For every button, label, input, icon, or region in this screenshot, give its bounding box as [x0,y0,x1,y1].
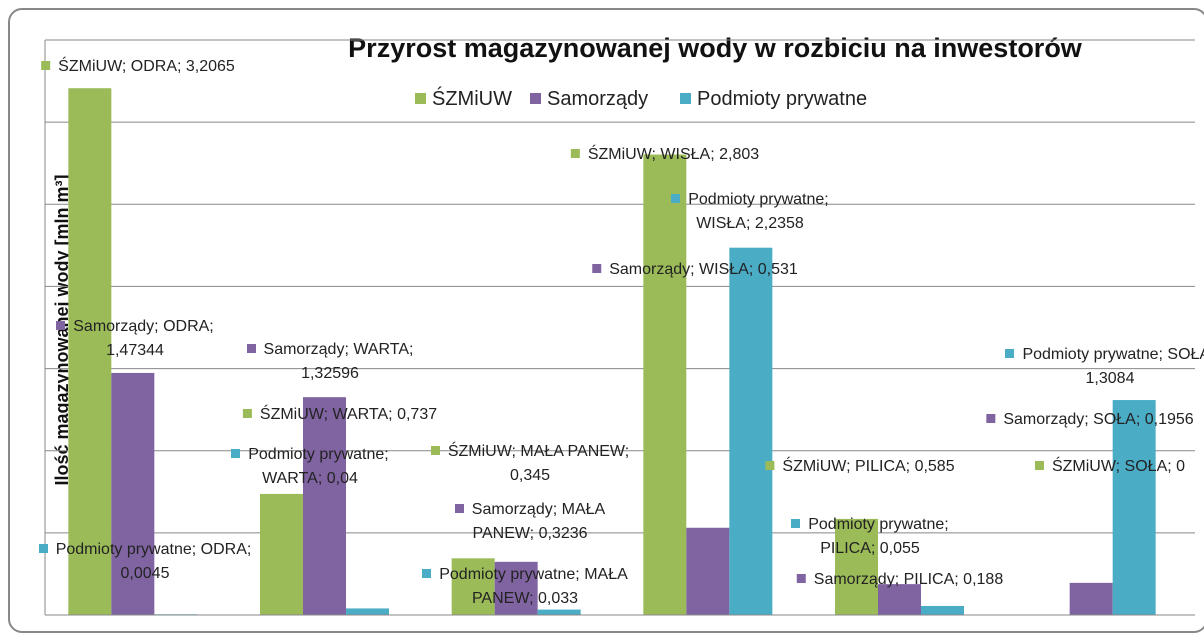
data-label-marker [570,149,580,158]
bar [260,493,303,615]
data-label-box: Podmioty prywatne; PILICA; 0,055 [770,513,970,561]
bar [686,527,730,615]
data-label: Samorządy; MAŁA PANEW; 0,3236 [471,501,606,542]
data-label-marker [56,321,66,330]
data-label: Podmioty prywatne; MAŁA PANEW; 0,033 [439,566,628,607]
bar [451,558,495,615]
bar [303,397,346,615]
bar [346,608,389,615]
legend-swatch [415,93,426,104]
chart-title: Przyrost magazynowanej wody w rozbiciu n… [348,33,1083,63]
bar [68,88,112,616]
chart-border [8,8,1204,633]
data-label: Samorządy; ODRA; 1,47344 [73,318,214,359]
data-label-marker [454,504,464,513]
data-label-box: Podmioty prywatne; SOŁA; 1,3084 [995,343,1204,391]
data-label-box: ŚZMiUW; WISŁA; 2,803 [570,143,760,167]
bar [1069,582,1113,615]
data-label-box: ŚZMiUW; MAŁA PANEW; 0,345 [410,440,650,488]
data-label: Podmioty prywatne; ODRA; 0,0045 [55,541,252,582]
data-label-marker [796,574,806,583]
data-label-box: ŚZMiUW; ODRA; 3,2065 [41,55,235,79]
data-label-box: Podmioty prywatne; ODRA; 0,0045 [35,538,255,586]
y-axis-label: Ilość magazynowanej wody [mln m³] [52,174,72,485]
data-label-box: Podmioty prywatne; WARTA; 0,04 [210,443,410,491]
data-label: Samorządy; WARTA; 1,32596 [263,341,414,382]
data-label: Podmioty prywatne; SOŁA; 1,3084 [1022,346,1204,387]
data-label-marker [765,461,775,470]
data-label-box: ŚZMiUW; PILICA; 0,585 [765,455,955,479]
data-label: Samorządy; WISŁA; 0,531 [609,261,798,278]
data-label: Podmioty prywatne; WARTA; 0,04 [248,446,389,487]
bar [643,154,687,615]
legend-swatch [530,93,541,104]
data-label-marker [231,449,241,458]
data-label: Samorządy; SOŁA; 0,1956 [1003,411,1194,428]
data-label-marker [1005,349,1015,358]
data-label: ŚZMiUW; SOŁA; 0 [1051,458,1186,475]
data-label-box: Samorządy; WARTA; 1,32596 [220,338,440,386]
bar [537,609,581,615]
data-label-marker [592,264,602,273]
data-label-box: Samorządy; SOŁA; 0,1956 [986,408,1194,432]
bar [111,372,155,615]
data-label: ŚZMiUW; ODRA; 3,2065 [58,58,235,75]
data-label: Samorządy; PILICA; 0,188 [813,571,1004,588]
data-label-marker [430,446,440,455]
data-label-box: Samorządy; ODRA; 1,47344 [40,315,230,363]
legend-label: Podmioty prywatne [697,88,867,110]
data-label-box: Samorządy; WISŁA; 0,531 [592,258,798,282]
data-label-marker [41,61,51,70]
data-label-marker [1034,461,1044,470]
data-label-marker [246,344,256,353]
legend-swatch [680,93,691,104]
data-label-marker [38,544,48,553]
data-label-box: Podmioty prywatne; MAŁA PANEW; 0,033 [410,563,640,611]
bar [835,518,878,615]
data-label-marker [671,194,681,203]
bar [878,584,921,615]
data-label: ŚZMiUW; WISŁA; 2,803 [587,146,760,163]
data-label-box: Samorządy; MAŁA PANEW; 0,3236 [430,498,630,546]
data-label-box: Samorządy; PILICA; 0,188 [796,568,1004,592]
bar [921,605,964,615]
data-label-box: ŚZMiUW; WARTA; 0,737 [242,403,438,427]
legend-label: ŚZMiUW [432,86,512,110]
data-label: Podmioty prywatne; PILICA; 0,055 [808,516,949,557]
data-label: Podmioty prywatne; WISŁA; 2,2358 [688,191,829,232]
legend-label: Samorządy [547,88,648,110]
data-label-marker [242,409,252,418]
data-label-box: ŚZMiUW; SOŁA; 0 [1034,455,1186,479]
data-label-marker [986,414,996,423]
bar [729,247,773,615]
data-label: ŚZMiUW; WARTA; 0,737 [259,406,438,423]
data-label-marker [422,569,432,578]
bar [494,561,538,615]
bar [1112,400,1156,615]
data-label: ŚZMiUW; PILICA; 0,585 [782,458,955,475]
data-label-box: Podmioty prywatne; WISŁA; 2,2358 [650,188,850,236]
data-label-marker [791,519,801,528]
data-label: ŚZMiUW; MAŁA PANEW; 0,345 [447,443,630,484]
